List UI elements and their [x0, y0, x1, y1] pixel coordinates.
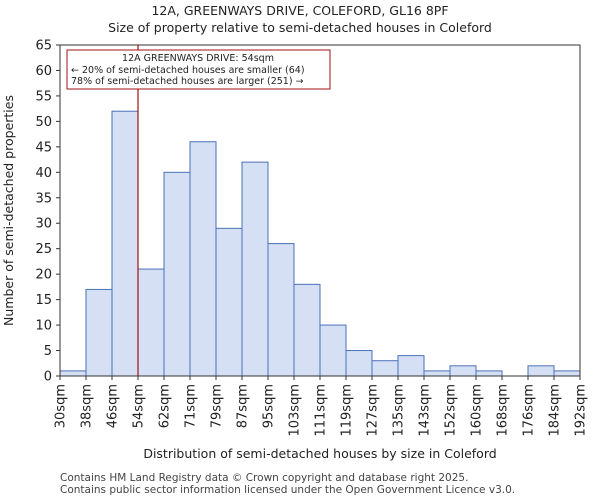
- x-tick-label: 46sqm: [106, 384, 121, 428]
- x-tick-label: 127sqm: [366, 384, 381, 437]
- bar: [449, 365, 477, 377]
- bar: [553, 370, 581, 377]
- y-tick-label: 40: [35, 166, 52, 181]
- x-tick-label: 30sqm: [54, 384, 69, 428]
- x-tick-label: 184sqm: [548, 384, 563, 437]
- bar: [345, 350, 373, 377]
- bar: [189, 141, 217, 377]
- chart-title: 12A, GREENWAYS DRIVE, COLEFORD, GL16 8PF: [151, 3, 449, 18]
- annotation-box: [66, 49, 331, 90]
- y-tick-label: 10: [35, 319, 52, 334]
- bar: [293, 283, 321, 377]
- bar: [475, 370, 503, 377]
- x-tick-label: 95sqm: [262, 384, 277, 428]
- bar: [137, 268, 165, 377]
- chart-subtitle: Size of property relative to semi-detach…: [108, 20, 492, 35]
- x-tick-label: 135sqm: [392, 384, 407, 437]
- x-tick-label: 62sqm: [158, 384, 173, 428]
- x-tick-label: 111sqm: [314, 384, 329, 437]
- y-tick-label: 20: [35, 268, 52, 283]
- x-tick-label: 160sqm: [470, 384, 485, 437]
- y-tick-label: 5: [44, 344, 52, 359]
- footer-line-2: Contains public sector information licen…: [60, 484, 516, 496]
- x-tick-label: 192sqm: [574, 384, 589, 437]
- x-tick-label: 152sqm: [444, 384, 459, 437]
- x-tick-label: 71sqm: [184, 384, 199, 428]
- x-tick-label: 119sqm: [340, 384, 355, 437]
- footer-line-1: Contains HM Land Registry data © Crown c…: [60, 472, 469, 484]
- bar: [319, 324, 347, 377]
- x-tick-label: 54sqm: [132, 384, 147, 428]
- y-tick-label: 50: [35, 115, 52, 130]
- bar: [59, 370, 87, 377]
- y-tick-label: 15: [35, 293, 52, 308]
- annotation-smaller: ← 20% of semi-detached houses are smalle…: [71, 65, 305, 76]
- bar: [111, 110, 139, 377]
- bar: [423, 370, 451, 377]
- y-tick-label: 60: [35, 64, 52, 79]
- y-tick-label: 25: [35, 242, 52, 257]
- y-tick-label: 35: [35, 191, 52, 206]
- annotation-larger: 78% of semi-detached houses are larger (…: [71, 76, 304, 87]
- bar: [371, 360, 399, 377]
- bar: [397, 355, 425, 377]
- bar: [215, 227, 243, 377]
- x-tick-label: 103sqm: [288, 384, 303, 437]
- bar: [85, 288, 113, 377]
- bar: [527, 365, 555, 377]
- x-tick-label: 143sqm: [418, 384, 433, 437]
- bar: [163, 171, 191, 377]
- y-tick-label: 0: [44, 370, 52, 385]
- x-tick-label: 168sqm: [496, 384, 511, 437]
- y-tick-label: 55: [35, 89, 52, 104]
- x-tick-label: 38sqm: [80, 384, 95, 428]
- x-tick-label: 79sqm: [210, 384, 225, 428]
- y-tick-label: 65: [35, 39, 52, 54]
- y-tick-label: 45: [35, 140, 52, 155]
- x-axis-label: Distribution of semi-detached houses by …: [143, 446, 496, 461]
- bar: [241, 161, 269, 377]
- y-axis-label: Number of semi-detached properties: [1, 95, 16, 326]
- bar: [267, 243, 295, 377]
- annotation-title: 12A GREENWAYS DRIVE: 54sqm: [122, 53, 274, 64]
- x-tick-label: 87sqm: [236, 384, 251, 428]
- y-tick-label: 30: [35, 217, 52, 232]
- x-tick-label: 176sqm: [522, 384, 537, 437]
